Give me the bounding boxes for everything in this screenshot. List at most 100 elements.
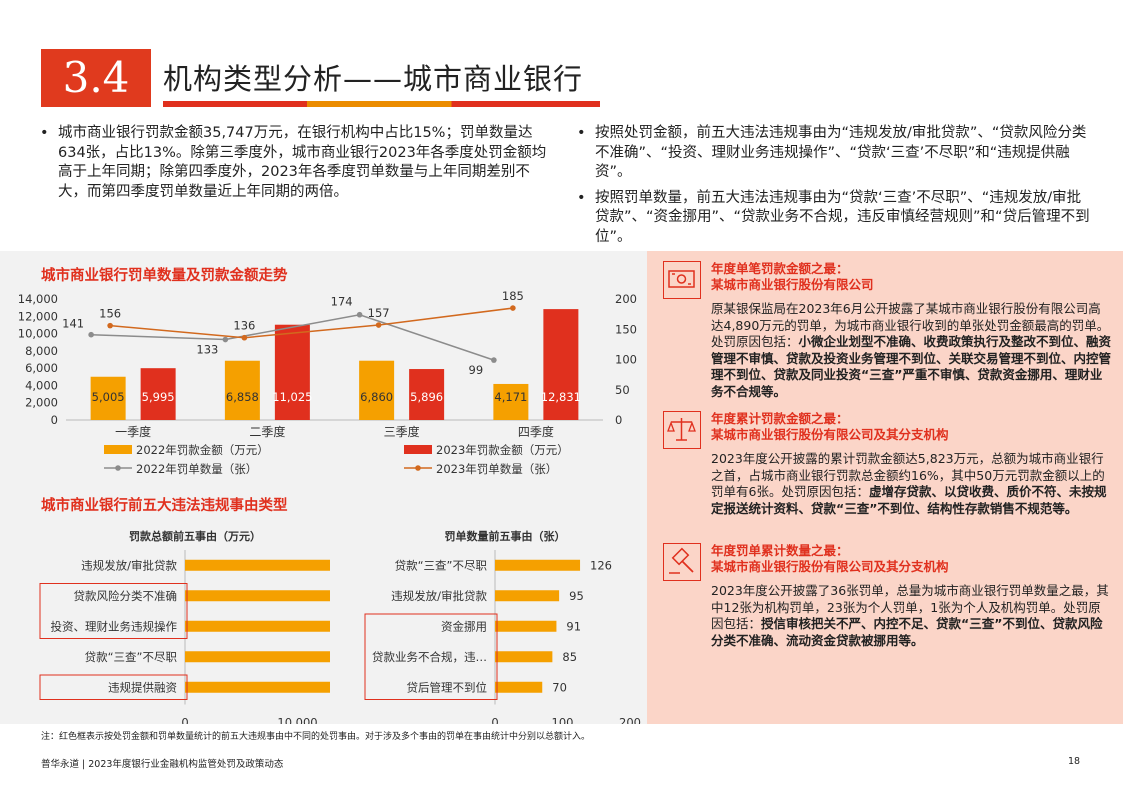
bar-data-label: 5,995 bbox=[142, 390, 175, 404]
card-heading: 年度单笔罚款金额之最： 某城市商业银行股份有限公司 bbox=[711, 261, 874, 292]
category-label: 违规发放/审批贷款 bbox=[81, 558, 177, 572]
series-line bbox=[91, 313, 495, 361]
legend-swatch bbox=[115, 465, 121, 471]
category-label: 资金挪用 bbox=[441, 619, 487, 633]
footnote: 注：红色框表示按处罚金额和罚单数量统计的前五大违规事由中不同的处罚事由。对于涉及… bbox=[41, 732, 591, 742]
line-point bbox=[88, 331, 94, 338]
y-tick-left: 6,000 bbox=[25, 361, 58, 375]
category-label: 贷后管理不到位 bbox=[407, 680, 488, 694]
line-point bbox=[241, 334, 248, 341]
bar bbox=[185, 651, 330, 663]
x-tick-label: 0 bbox=[181, 716, 188, 725]
line-data-label: 157 bbox=[368, 306, 390, 320]
card-body: 2023年度公开披露了36张罚单，总量为城市商业银行罚单数量之最，其中12张为机… bbox=[711, 583, 1109, 648]
bar-data-label: 126 bbox=[590, 558, 612, 572]
money-icon bbox=[663, 261, 701, 299]
bar-data-label: 6,858 bbox=[226, 390, 259, 404]
y-tick-left: 10,000 bbox=[18, 327, 58, 341]
bar-data-label: 11,025 bbox=[272, 390, 312, 404]
bar bbox=[274, 324, 310, 420]
bar-data-label: 5,005 bbox=[92, 390, 125, 404]
left-bullet-list: 城市商业银行罚款金额35,747万元，在银行机构中占比15%；罚单数量达634张… bbox=[38, 124, 558, 208]
legend-label: 2023年罚款金额（万元） bbox=[436, 443, 569, 457]
title-underline bbox=[163, 101, 600, 107]
line-point bbox=[491, 357, 497, 363]
bar bbox=[495, 559, 581, 571]
x-tick-label: 四季度 bbox=[518, 424, 554, 439]
y-tick-right: 200 bbox=[615, 292, 637, 306]
category-label: 违规提供融资 bbox=[108, 680, 177, 694]
legend-label: 2022年罚单数量（张） bbox=[136, 462, 257, 476]
line-data-label: 133 bbox=[196, 343, 218, 357]
bar-data-label: 5,896 bbox=[410, 390, 443, 404]
x-tick-label: 三季度 bbox=[384, 424, 420, 439]
trend-chart: 0 2,000 4,000 6,000 8,000 10,000 12,000 14,000 0… bbox=[18, 289, 637, 476]
bar bbox=[185, 559, 330, 571]
bar bbox=[495, 590, 560, 602]
x-tick-label: 200 bbox=[619, 716, 641, 725]
card-heading: 年度累计罚款金额之最： 某城市商业银行股份有限公司及其分支机构 bbox=[711, 411, 949, 442]
y-tick-left: 2,000 bbox=[25, 396, 58, 410]
y-tick-right: 100 bbox=[615, 353, 637, 367]
y-tick-left: 14,000 bbox=[18, 292, 58, 306]
line-data-label: 141 bbox=[62, 317, 84, 331]
legend-swatch bbox=[415, 465, 421, 471]
bar-data-label: 85 bbox=[562, 650, 577, 664]
bullet-item: 按照罚单数量，前五大违法违规事由为“贷款‘三查’不尽职”、“违规发放/审批贷款”… bbox=[575, 189, 1090, 248]
bar-data-label: 6,860 bbox=[360, 390, 393, 404]
right-bullet-list: 按照处罚金额，前五大违法违规事由为“违规发放/审批贷款”、“贷款风险分类不准确”… bbox=[575, 124, 1090, 253]
legend-label: 2023年罚单数量（张） bbox=[436, 462, 557, 476]
bar bbox=[495, 681, 543, 693]
category-label: 贷款“三查”不尽职 bbox=[85, 650, 178, 664]
bar bbox=[224, 360, 260, 420]
category-label: 贷款业务不合规，违… bbox=[372, 650, 487, 664]
line-data-label: 136 bbox=[233, 319, 255, 333]
bar-data-label: 12,831 bbox=[541, 390, 581, 404]
bar-data-label: 70 bbox=[552, 680, 567, 694]
card-ticket-count: 年度罚单累计数量之最： 某城市商业银行股份有限公司及其分支机构 2023年度公开披… bbox=[663, 543, 1113, 673]
category-label: 投资、理财业务违规操作 bbox=[51, 619, 178, 633]
x-tick-label: 一季度 bbox=[115, 424, 151, 439]
subchart-title: 罚款总额前五事由（万元） bbox=[129, 529, 261, 543]
line-point bbox=[510, 305, 516, 311]
category-label: 贷款风险分类不准确 bbox=[74, 589, 178, 603]
bar bbox=[359, 360, 395, 420]
card-heading: 年度罚单累计数量之最： 某城市商业银行股份有限公司及其分支机构 bbox=[711, 543, 949, 574]
card-body: 原某银保监局在2023年6月公开披露了某城市商业银行股份有限公司高达4,890万… bbox=[711, 301, 1112, 399]
card-body: 2023年度公开披露的累计罚款金额达5,823万元，总额为城市商业银行之首，占城… bbox=[711, 451, 1107, 516]
page-title: 机构类型分析——城市商业银行 bbox=[163, 62, 584, 96]
y-tick-left: 12,000 bbox=[18, 309, 58, 323]
section-number: 3.4 bbox=[41, 49, 151, 107]
chart2-title: 城市商业银行前五大违法违规事由类型 bbox=[41, 498, 288, 514]
x-tick-label: 100 bbox=[552, 716, 574, 725]
bar-data-label: 91 bbox=[566, 619, 581, 633]
line-point bbox=[356, 311, 363, 318]
bullet-item: 城市商业银行罚款金额35,747万元，在银行机构中占比15%；罚单数量达634张… bbox=[38, 124, 558, 202]
bar bbox=[185, 620, 330, 632]
highlight-box bbox=[364, 613, 498, 700]
x-tick-label: 二季度 bbox=[249, 424, 285, 439]
bar bbox=[185, 590, 330, 602]
line-point bbox=[107, 322, 113, 329]
y-tick-left: 4,000 bbox=[25, 378, 58, 392]
bar-data-label: 4,171 bbox=[494, 390, 527, 404]
line-data-label: 174 bbox=[331, 295, 353, 309]
bar-data-label: 95 bbox=[569, 589, 584, 603]
highlight-panel bbox=[647, 251, 1123, 724]
scales-icon bbox=[663, 411, 701, 449]
highlight-box bbox=[39, 583, 188, 639]
page-number: 18 bbox=[1068, 756, 1081, 767]
bar bbox=[495, 651, 553, 663]
line-data-label: 185 bbox=[502, 289, 524, 303]
category-label: 贷款“三查”不尽职 bbox=[395, 558, 488, 572]
line-data-label: 156 bbox=[99, 307, 121, 321]
gavel-icon bbox=[663, 543, 701, 581]
series-line bbox=[110, 307, 513, 339]
legend-swatch bbox=[404, 445, 432, 454]
y-tick-right: 150 bbox=[615, 322, 637, 336]
line-point bbox=[222, 336, 229, 343]
y-tick-right: 0 bbox=[615, 413, 622, 427]
legend-swatch bbox=[104, 445, 132, 454]
legend-label: 2022年罚款金额（万元） bbox=[136, 443, 269, 457]
bar bbox=[409, 369, 445, 420]
